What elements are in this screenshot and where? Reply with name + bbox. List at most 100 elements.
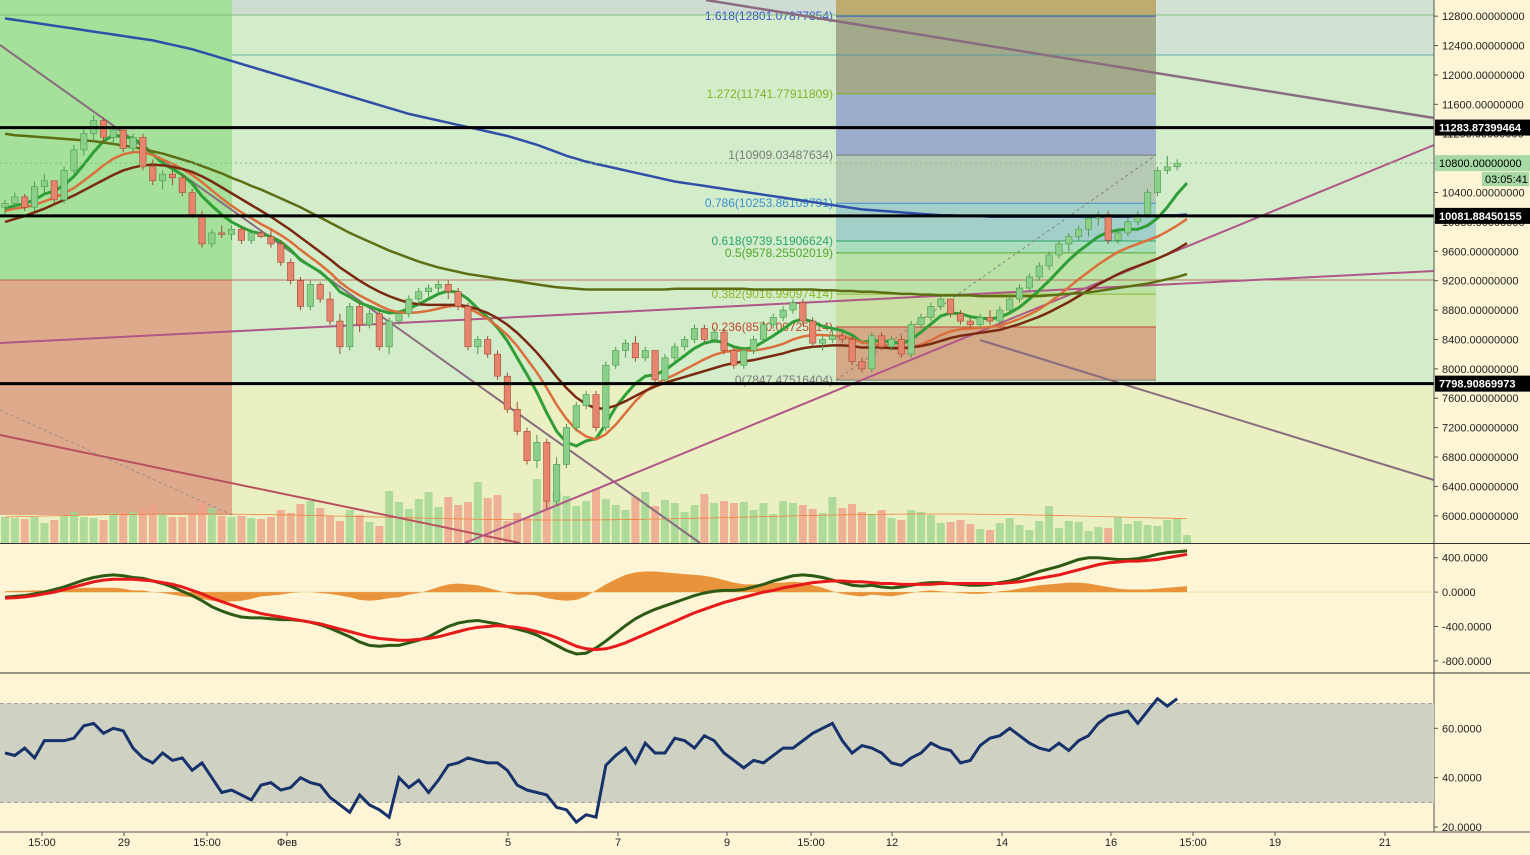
fib-band (836, 294, 1156, 327)
volume-bar (1173, 519, 1182, 543)
y-tick-label: 12400.00000000 (1442, 41, 1525, 53)
y-tick-label: 11600.00000000 (1442, 99, 1524, 111)
trend-line (0, 434, 521, 544)
candle-body (365, 313, 373, 326)
price-level-tag (1435, 375, 1530, 392)
candle-body (1144, 192, 1152, 215)
volume-bar (572, 506, 581, 543)
volume-bar (1123, 524, 1132, 543)
y-tick-label: 7600.00000000 (1442, 393, 1518, 405)
volume-bar (395, 502, 403, 543)
x-tick-label: 15:00 (1179, 837, 1207, 849)
volume-bar (523, 518, 532, 543)
volume-bar (89, 518, 98, 543)
trend-line (464, 144, 1435, 544)
x-tick-label: Фев (277, 837, 297, 849)
volume-bar (641, 492, 650, 543)
candle-body (50, 180, 58, 201)
candle-body (484, 339, 492, 355)
volume-bar (138, 509, 147, 543)
volume-bar (463, 502, 472, 543)
volume-bar (1183, 535, 1191, 543)
volume-bar (601, 499, 610, 543)
trend-line (979, 339, 1435, 481)
candle-body (533, 442, 541, 462)
volume-bar (119, 512, 128, 543)
candle-body (848, 339, 856, 362)
candle-body (907, 324, 915, 355)
volume-bar (1, 517, 9, 543)
candle-body (218, 232, 226, 235)
volume-bar (976, 529, 985, 543)
candle-body (917, 317, 925, 326)
macd-histogram (5, 571, 1187, 602)
volume-bar (316, 508, 325, 543)
trend-line-dashed (0, 409, 233, 516)
x-tick-label: 15:00 (797, 837, 825, 849)
candle-body (651, 350, 659, 381)
volume-bar (897, 520, 906, 543)
volume-bar (542, 501, 551, 543)
volume-bar (306, 501, 315, 543)
candle-body (720, 331, 728, 351)
price-level-tag-label: 11283.87399464 (1439, 123, 1522, 135)
volume-bar (335, 521, 344, 543)
macd-tick-label: -400.0000 (1442, 621, 1492, 633)
y-tick-label: 9600.00000000 (1442, 246, 1518, 258)
candle-body (700, 328, 708, 340)
volume-bar (503, 521, 512, 543)
candle-body (159, 173, 167, 182)
zone-top-right (1156, 0, 1434, 55)
fib-band (836, 155, 1156, 204)
candle-body (986, 317, 994, 322)
volume-bar (907, 510, 916, 543)
candle-body (129, 137, 137, 149)
volume-bar (651, 506, 660, 543)
candle-body (730, 350, 738, 366)
candle-body (819, 339, 827, 344)
candle-body (464, 306, 472, 348)
candle-body (356, 306, 364, 326)
candle-body (346, 306, 354, 348)
candle-body (503, 375, 511, 410)
volume-bar (40, 523, 49, 543)
volume-bar (109, 513, 118, 543)
volume-bar (592, 489, 600, 543)
volume-bar (700, 494, 709, 543)
volume-bar (1104, 528, 1113, 543)
volume-bar (1005, 518, 1014, 543)
volume-bar (375, 526, 384, 543)
y-tick-label: 8000.00000000 (1442, 364, 1518, 376)
candle-body (602, 364, 610, 428)
candle-body (592, 394, 600, 428)
volume-bar (79, 517, 88, 543)
volume-bar (178, 517, 187, 543)
fib-band (836, 0, 1156, 17)
candle-body (119, 129, 127, 149)
candle-body (937, 298, 945, 307)
volume-bar (158, 514, 167, 543)
candle-body (306, 284, 314, 307)
volume-bar (995, 523, 1004, 543)
moving-average-line (4, 132, 1188, 298)
candle-body (375, 313, 383, 348)
macd-line (4, 552, 1188, 652)
zone-red (0, 280, 232, 515)
volume-bar (779, 501, 788, 543)
candle-body (641, 350, 649, 359)
candle-body (887, 339, 895, 348)
candle-body (740, 350, 748, 366)
volume-ma-line (4, 513, 1188, 521)
candle-body (296, 280, 304, 307)
candle-body (208, 232, 216, 245)
volume-bar (877, 510, 886, 543)
volume-bar (129, 512, 138, 543)
volume-bar (759, 503, 768, 543)
volume-bar (690, 505, 699, 543)
candle-body (228, 228, 236, 235)
rsi-tick-label: 40.0000 (1442, 773, 1482, 785)
candle-body (1055, 243, 1063, 256)
candle-body (927, 306, 935, 318)
